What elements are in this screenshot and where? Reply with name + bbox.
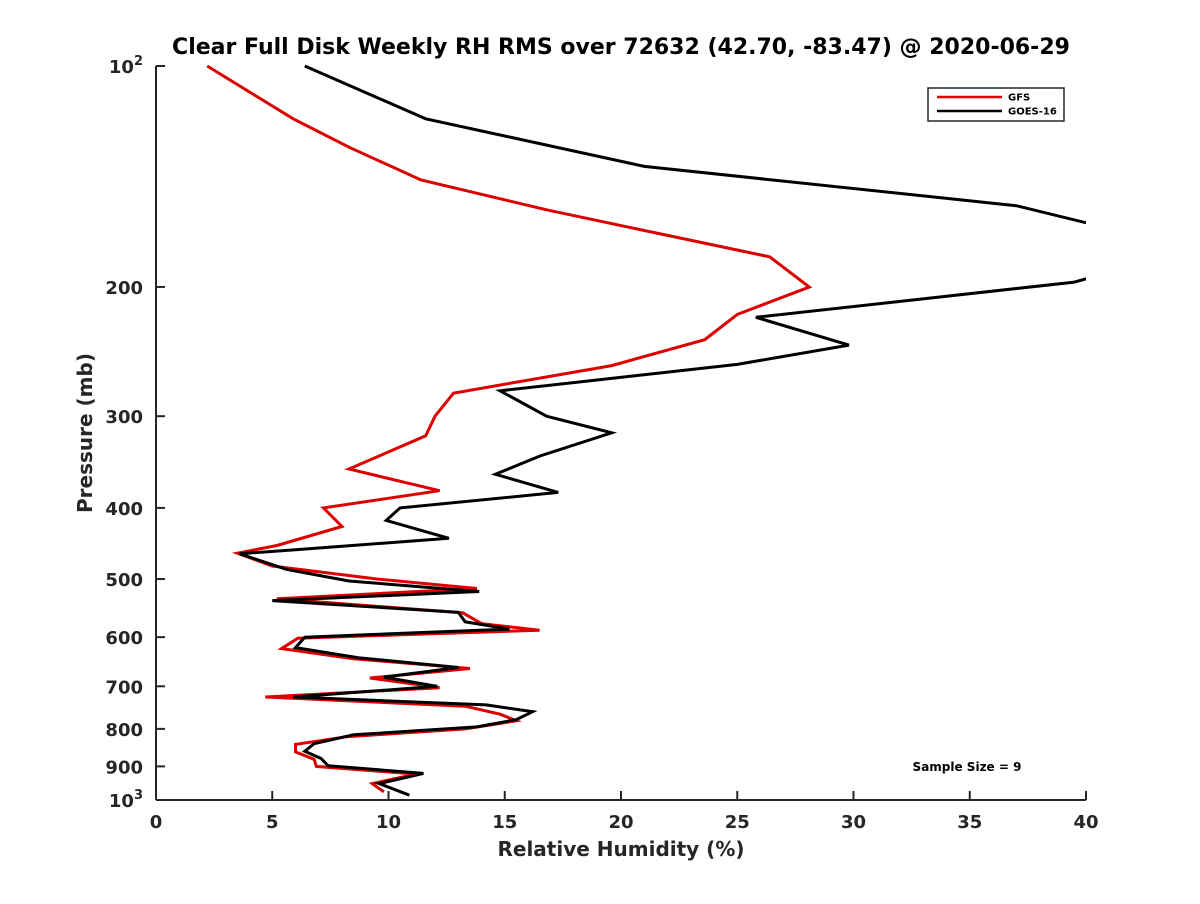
x-tick-label: 20 [608, 812, 633, 833]
y-tick-label: 600 [105, 628, 143, 649]
x-ticks: 0 5 10 15 20 25 30 35 40 [150, 791, 1099, 833]
x-tick-label: 10 [376, 812, 401, 833]
legend-box [927, 87, 1065, 122]
sample-size-annotation: Sample Size = 9 [913, 760, 1022, 774]
x-tick-label: 0 [150, 812, 163, 833]
y-ticks: 102 200 300 400 500 600 700 800 900 103 [105, 54, 165, 812]
y-tick-label: 300 [105, 407, 143, 428]
y-axis-label: Pressure (mb) [73, 353, 97, 513]
y-tick-label: 400 [105, 499, 143, 520]
chart-title: Clear Full Disk Weekly RH RMS over 72632… [172, 35, 1070, 60]
x-tick-label: 5 [266, 812, 279, 833]
x-tick-label: 25 [725, 812, 750, 833]
series-line-goes16 [239, 64, 1086, 797]
x-tick-label: 35 [957, 812, 982, 833]
series-layer [206, 64, 1086, 797]
legend: GFS GOES-16 [927, 87, 1065, 122]
y-tick-label: 102 [109, 54, 143, 78]
y-tick-label: 700 [105, 677, 143, 698]
legend-label-gfs: GFS [1008, 93, 1030, 104]
y-tick-label: 200 [105, 278, 143, 299]
y-tick-label: 800 [105, 720, 143, 741]
legend-label-goes16: GOES-16 [1008, 107, 1057, 118]
y-tick-label: 500 [105, 570, 143, 591]
x-axis-label: Relative Humidity (%) [497, 837, 744, 861]
y-tick-label: 900 [105, 757, 143, 778]
x-tick-label: 15 [492, 812, 517, 833]
y-tick-label: 103 [109, 788, 143, 812]
x-tick-label: 40 [1073, 812, 1098, 833]
x-tick-label: 30 [841, 812, 866, 833]
